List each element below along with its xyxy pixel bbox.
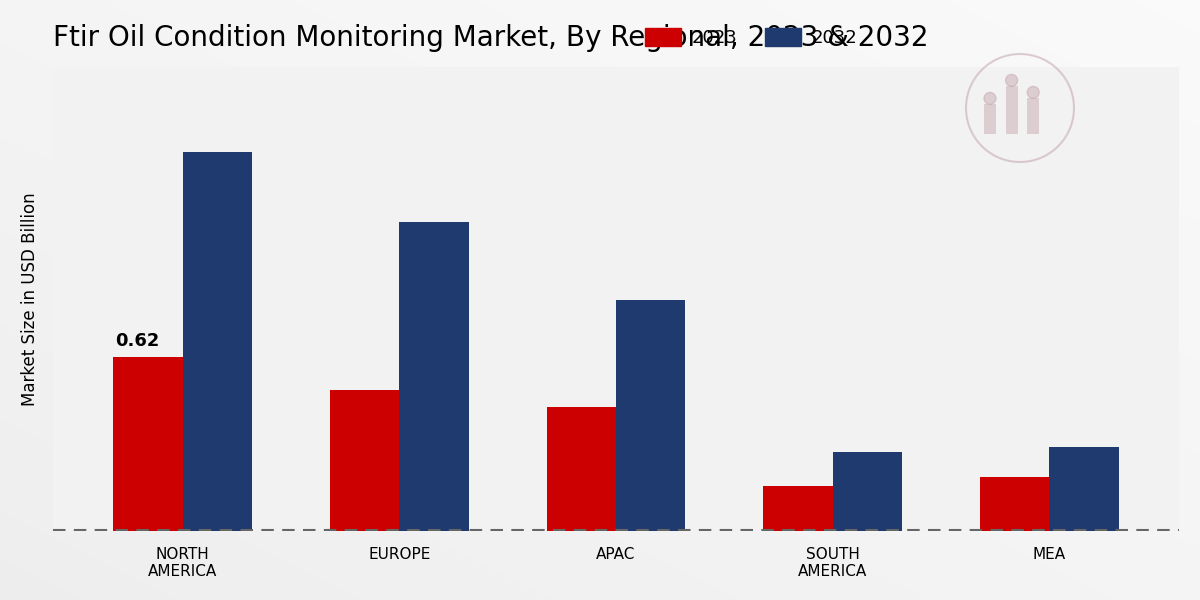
Bar <box>113 356 182 531</box>
Bar <box>984 104 996 134</box>
Bar <box>1049 446 1118 531</box>
Bar <box>1027 98 1039 134</box>
Legend: 2023, 2032: 2023, 2032 <box>637 20 864 55</box>
Circle shape <box>984 92 996 104</box>
Circle shape <box>1006 74 1018 86</box>
Bar <box>330 391 400 531</box>
Bar <box>400 222 469 531</box>
Y-axis label: Market Size in USD Billion: Market Size in USD Billion <box>20 192 38 406</box>
Bar <box>1006 86 1018 134</box>
Bar <box>763 486 833 531</box>
Bar <box>182 152 252 531</box>
Circle shape <box>1027 86 1039 98</box>
Text: 0.62: 0.62 <box>115 332 160 350</box>
Bar <box>547 407 616 531</box>
Bar <box>980 478 1049 531</box>
Bar <box>616 301 685 531</box>
Text: Ftir Oil Condition Monitoring Market, By Regional, 2023 & 2032: Ftir Oil Condition Monitoring Market, By… <box>53 25 929 52</box>
Bar <box>833 452 902 531</box>
